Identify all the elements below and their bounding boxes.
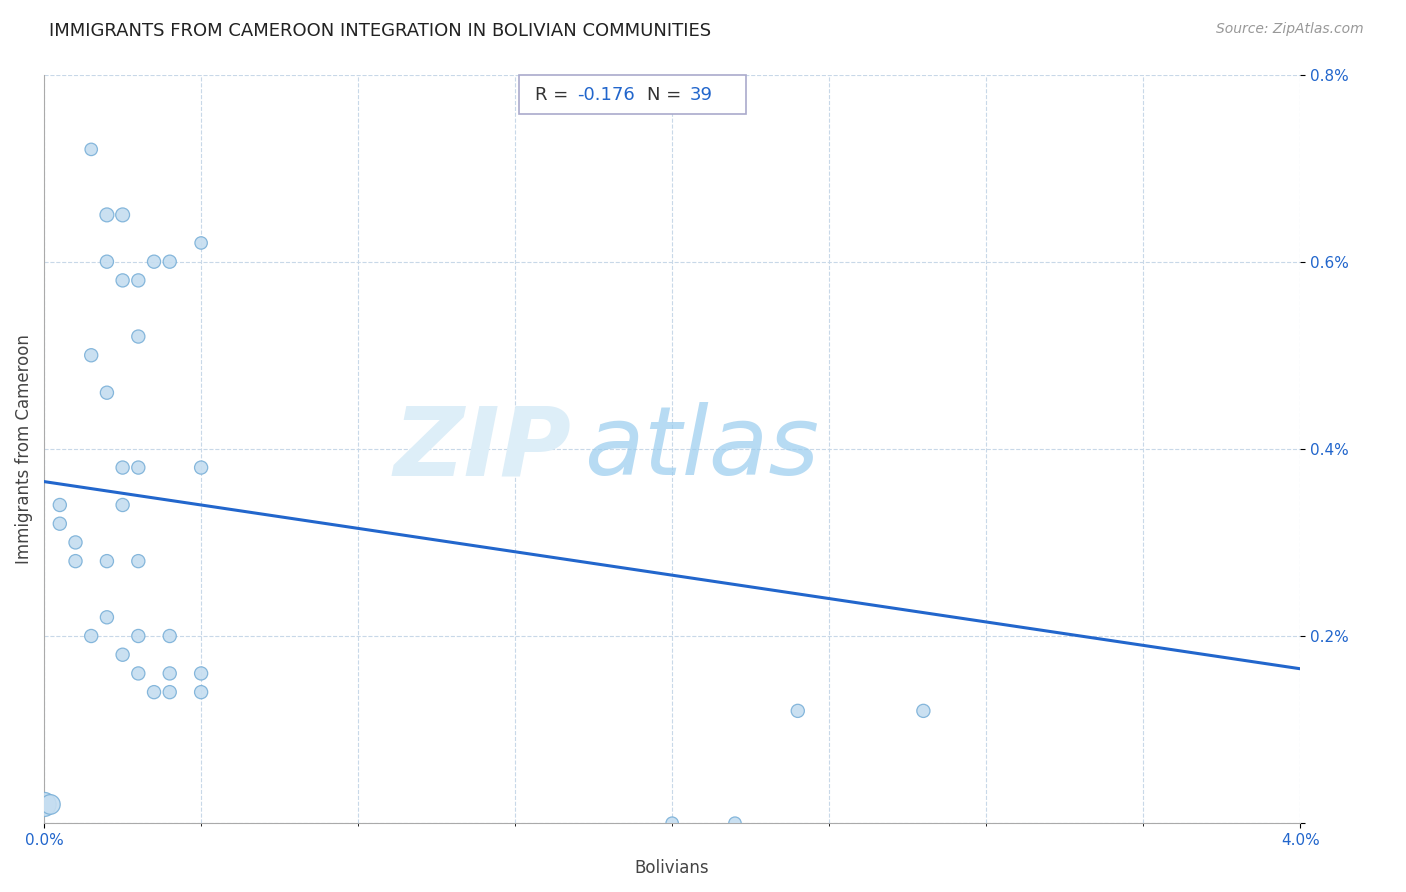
Text: Source: ZipAtlas.com: Source: ZipAtlas.com bbox=[1216, 22, 1364, 37]
Point bbox=[111, 460, 134, 475]
Point bbox=[80, 142, 103, 156]
Point bbox=[127, 554, 149, 568]
Text: 39: 39 bbox=[689, 86, 713, 104]
Text: -0.176: -0.176 bbox=[576, 86, 634, 104]
Point bbox=[111, 273, 134, 287]
Point bbox=[159, 666, 181, 681]
Point bbox=[111, 648, 134, 662]
Point bbox=[661, 816, 683, 830]
Point bbox=[96, 254, 118, 268]
Point bbox=[127, 329, 149, 343]
Point bbox=[159, 629, 181, 643]
Point bbox=[190, 666, 212, 681]
Point bbox=[127, 666, 149, 681]
Point bbox=[190, 685, 212, 699]
FancyBboxPatch shape bbox=[519, 75, 745, 114]
Point bbox=[96, 610, 118, 624]
Point bbox=[96, 554, 118, 568]
Text: atlas: atlas bbox=[585, 402, 820, 495]
Point bbox=[724, 816, 747, 830]
Point bbox=[190, 460, 212, 475]
Point bbox=[80, 629, 103, 643]
Point bbox=[127, 460, 149, 475]
Point bbox=[49, 516, 72, 531]
Text: N =: N = bbox=[647, 86, 688, 104]
Point bbox=[127, 629, 149, 643]
Point bbox=[159, 685, 181, 699]
Point bbox=[111, 498, 134, 512]
Text: R =: R = bbox=[534, 86, 574, 104]
Point bbox=[32, 797, 55, 812]
Point bbox=[143, 685, 166, 699]
Point bbox=[912, 704, 935, 718]
Point bbox=[39, 797, 62, 812]
Point bbox=[786, 704, 808, 718]
Point bbox=[159, 254, 181, 268]
Y-axis label: Immigrants from Cameroon: Immigrants from Cameroon bbox=[15, 334, 32, 564]
Text: IMMIGRANTS FROM CAMEROON INTEGRATION IN BOLIVIAN COMMUNITIES: IMMIGRANTS FROM CAMEROON INTEGRATION IN … bbox=[49, 22, 711, 40]
Point bbox=[96, 385, 118, 400]
Point bbox=[127, 273, 149, 287]
Point bbox=[111, 208, 134, 222]
X-axis label: Bolivians: Bolivians bbox=[636, 859, 710, 877]
Point bbox=[80, 348, 103, 362]
Point bbox=[65, 535, 87, 549]
Point bbox=[190, 235, 212, 250]
Point bbox=[65, 554, 87, 568]
Point bbox=[96, 208, 118, 222]
Point bbox=[143, 254, 166, 268]
Text: ZIP: ZIP bbox=[394, 402, 572, 495]
Point bbox=[49, 498, 72, 512]
